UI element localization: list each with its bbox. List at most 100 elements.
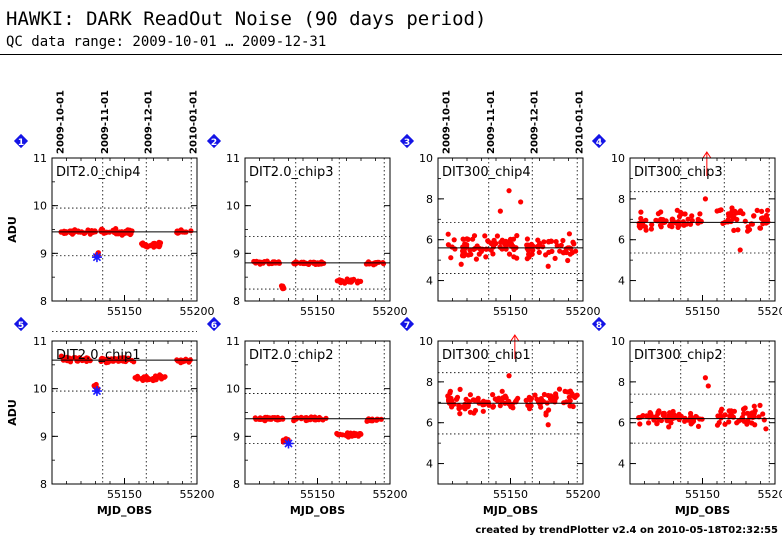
star-center bbox=[94, 388, 100, 394]
panel-number: 2 bbox=[211, 138, 217, 148]
x-tick-label: 55200 bbox=[758, 488, 782, 501]
y-tick-label: 8 bbox=[40, 478, 47, 491]
data-point bbox=[461, 253, 467, 259]
red-arrow-icon bbox=[702, 151, 712, 176]
y-tick-label: 8 bbox=[618, 376, 625, 389]
data-point bbox=[467, 392, 473, 398]
data-point bbox=[298, 414, 304, 420]
panel-label: DIT300_chip1 bbox=[442, 348, 531, 363]
panel-label: DIT2.0_chip4 bbox=[56, 165, 140, 180]
data-point bbox=[460, 236, 466, 242]
data-point bbox=[549, 248, 555, 254]
panel-badge-icon bbox=[206, 316, 222, 332]
data-point bbox=[525, 402, 531, 408]
data-point bbox=[447, 388, 453, 394]
x-tick-label: 55150 bbox=[493, 305, 528, 318]
data-point bbox=[556, 386, 563, 392]
y-tick-label: 8 bbox=[426, 376, 433, 389]
data-point bbox=[570, 403, 576, 410]
panel-number: 4 bbox=[596, 138, 602, 148]
data-point bbox=[688, 410, 694, 417]
data-point bbox=[718, 415, 724, 421]
x-tick-label: 55200 bbox=[373, 488, 408, 501]
data-point bbox=[463, 396, 469, 402]
data-point bbox=[280, 437, 286, 443]
data-point bbox=[573, 248, 579, 254]
data-point bbox=[744, 421, 750, 427]
data-point bbox=[188, 228, 194, 234]
x-axis-label: MJD_OBS bbox=[97, 504, 152, 517]
data-point bbox=[546, 238, 552, 245]
data-point bbox=[458, 261, 464, 267]
data-point bbox=[498, 239, 504, 245]
blue-star-icon bbox=[283, 438, 294, 449]
data-point bbox=[563, 249, 570, 256]
panel-badge-icon bbox=[591, 133, 607, 149]
data-point bbox=[763, 220, 769, 226]
data-point bbox=[668, 420, 674, 426]
data-point bbox=[294, 415, 300, 421]
y-tick-label: 11 bbox=[226, 152, 240, 165]
data-point bbox=[735, 227, 741, 233]
data-point bbox=[178, 360, 184, 366]
y-tick-label: 4 bbox=[426, 275, 433, 288]
data-point bbox=[570, 392, 576, 398]
data-point bbox=[638, 209, 644, 215]
panel-number: 8 bbox=[596, 321, 602, 331]
data-point bbox=[697, 211, 703, 217]
data-point bbox=[465, 252, 471, 258]
data-point bbox=[736, 418, 742, 424]
data-point bbox=[460, 248, 466, 254]
data-point bbox=[303, 415, 309, 421]
data-point bbox=[508, 404, 514, 410]
data-point bbox=[448, 255, 454, 261]
data-point bbox=[471, 410, 477, 416]
panel-badge-icon bbox=[399, 316, 415, 332]
data-point bbox=[563, 246, 569, 252]
data-point bbox=[352, 432, 358, 438]
data-point bbox=[87, 231, 93, 237]
data-point bbox=[693, 413, 699, 420]
data-point bbox=[637, 421, 643, 427]
data-point bbox=[666, 413, 672, 419]
x-tick-label: 55200 bbox=[566, 488, 601, 501]
data-point bbox=[749, 221, 756, 227]
data-point bbox=[648, 226, 655, 232]
y-tick-label: 10 bbox=[611, 335, 625, 348]
data-point bbox=[473, 256, 479, 262]
data-point bbox=[722, 421, 728, 427]
data-point bbox=[685, 216, 691, 222]
data-point bbox=[678, 413, 684, 419]
panel-number: 7 bbox=[404, 321, 410, 331]
panel-badge-icon bbox=[399, 133, 415, 149]
chart-panel-4: 4 DIT300_chip3 4 6 8 10 55150 55200 bbox=[591, 133, 782, 318]
data-point bbox=[334, 431, 340, 437]
data-point bbox=[558, 242, 564, 248]
data-point bbox=[257, 415, 263, 421]
data-point bbox=[689, 213, 695, 219]
data-point bbox=[741, 406, 747, 412]
data-point bbox=[678, 209, 684, 215]
x-tick-label: 55150 bbox=[300, 488, 335, 501]
y-tick-label: 11 bbox=[226, 335, 240, 348]
data-point bbox=[157, 374, 163, 380]
data-point bbox=[543, 252, 549, 258]
data-point bbox=[756, 414, 762, 420]
data-point bbox=[183, 356, 189, 362]
data-point bbox=[760, 411, 766, 417]
data-point bbox=[524, 242, 530, 248]
data-point bbox=[301, 260, 308, 267]
data-point bbox=[499, 388, 505, 394]
panel-badge-icon bbox=[206, 133, 222, 149]
data-point bbox=[637, 225, 643, 231]
data-point bbox=[483, 254, 489, 260]
data-point bbox=[552, 398, 558, 404]
data-point bbox=[502, 393, 508, 399]
data-point bbox=[726, 419, 732, 425]
x-tick-label: 55200 bbox=[373, 305, 408, 318]
page-subtitle: QC data range: 2009-10-01 … 2009-12-31 bbox=[6, 34, 327, 50]
panel-label: DIT2.0_chip1 bbox=[56, 348, 140, 363]
data-point bbox=[656, 416, 662, 422]
data-point bbox=[565, 257, 571, 264]
data-point bbox=[508, 241, 514, 247]
